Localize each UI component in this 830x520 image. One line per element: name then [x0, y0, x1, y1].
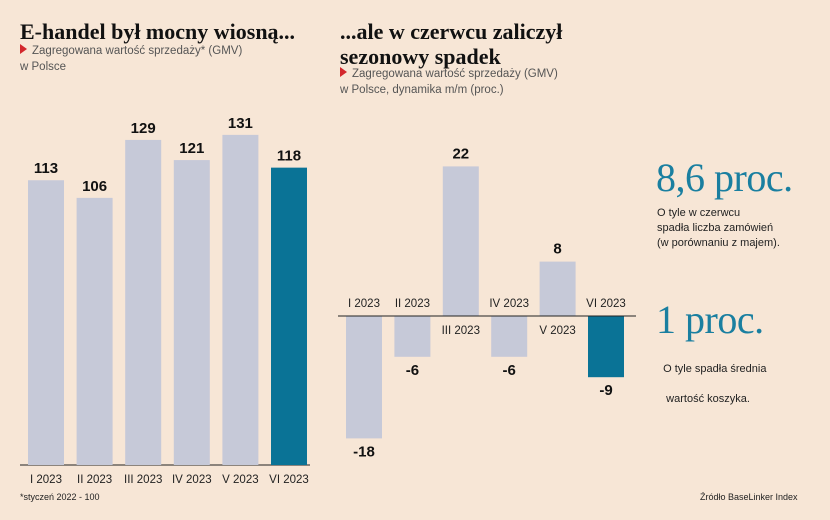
stat-basket-desc-line1: O tyle spadła średnia [663, 363, 767, 375]
right-bar-1 [346, 316, 382, 439]
right-bar-3 [442, 166, 479, 316]
right-bar-value-label: -6 [503, 362, 516, 379]
source-note: Źródło BaseLinker Index [700, 492, 798, 502]
left-category-label: VI 2023 [269, 474, 309, 486]
right-category-label: II 2023 [395, 298, 430, 310]
right-bar-value-label: 22 [452, 145, 469, 162]
right-category-label: III 2023 [442, 325, 480, 337]
right-bar-value-label: -6 [406, 362, 419, 379]
left-subtitle-line2: w Polsce [20, 61, 67, 73]
right-bar-5 [539, 261, 576, 316]
left-bar-value-label: 118 [277, 148, 301, 165]
right-bar-2 [394, 316, 431, 357]
right-bar-6 [588, 316, 624, 378]
right-category-label: IV 2023 [489, 298, 529, 310]
right-bar-value-label: -18 [353, 443, 375, 460]
footnote: *styczeń 2022 - 100 [20, 492, 100, 502]
left-bar-1 [28, 180, 64, 466]
right-chart-title: ...ale w czerwcu zaliczył sezonowy spade… [340, 19, 562, 69]
stat-orders-description: O tyle w czerwcu spadła liczba zamówień … [657, 206, 780, 251]
left-category-label: V 2023 [222, 474, 258, 486]
left-bar-3 [125, 139, 162, 466]
left-bar-value-label: 131 [228, 115, 253, 132]
right-title-line1: ...ale w czerwcu zaliczył [340, 19, 563, 44]
right-subtitle-line1: Zagregowana wartość sprzedaży (GMV) [352, 68, 558, 80]
left-bar-2 [76, 197, 113, 465]
left-category-label: III 2023 [124, 474, 162, 486]
left-bar-value-label: 121 [179, 140, 204, 157]
left-subtitle-line1: Zagregowana wartość sprzedaży* (GMV) [32, 45, 243, 57]
red-triangle-marker-icon [340, 67, 347, 77]
right-chart-subtitle: Zagregowana wartość sprzedaży (GMV) w Po… [340, 66, 558, 98]
left-bar-value-label: 106 [82, 178, 107, 195]
left-bar-value-label: 129 [131, 120, 156, 137]
right-category-label: V 2023 [539, 325, 575, 337]
left-chart-title: E-handel był mocny wiosną... [20, 19, 296, 44]
right-bar-value-label: -9 [599, 382, 612, 399]
right-category-label: VI 2023 [586, 298, 626, 310]
left-bar-5 [222, 134, 259, 465]
left-chart-subtitle: Zagregowana wartość sprzedaży* (GMV) w P… [20, 43, 242, 75]
left-bar-value-label: 113 [34, 160, 58, 177]
left-category-label: I 2023 [30, 474, 62, 486]
left-bar-6 [271, 167, 307, 465]
right-bar-4 [491, 316, 528, 357]
right-subtitle-line2: w Polsce, dynamika m/m (proc.) [340, 84, 504, 96]
right-bar-value-label: 8 [553, 241, 561, 258]
stat-orders-desc-line1: O tyle w czerwcu [657, 207, 741, 219]
red-triangle-marker-icon [20, 44, 27, 54]
stat-basket-value: 1 proc. [656, 297, 764, 342]
stat-basket-desc-line2: wartość koszyka. [663, 393, 750, 405]
stat-orders-value: 8,6 proc. [656, 155, 793, 200]
left-category-label: II 2023 [77, 474, 112, 486]
stat-orders-desc-line2: spadła liczba zamówień [657, 222, 774, 234]
left-bar-4 [173, 160, 210, 465]
right-title-line2: sezonowy spadek [340, 44, 501, 69]
stat-orders-desc-line3: (w porównaniu z majem). [657, 237, 780, 249]
right-category-label: I 2023 [348, 298, 380, 310]
stat-basket-description: O tyle spadła średnia wartość koszyka. [657, 347, 766, 407]
left-category-label: IV 2023 [172, 474, 212, 486]
